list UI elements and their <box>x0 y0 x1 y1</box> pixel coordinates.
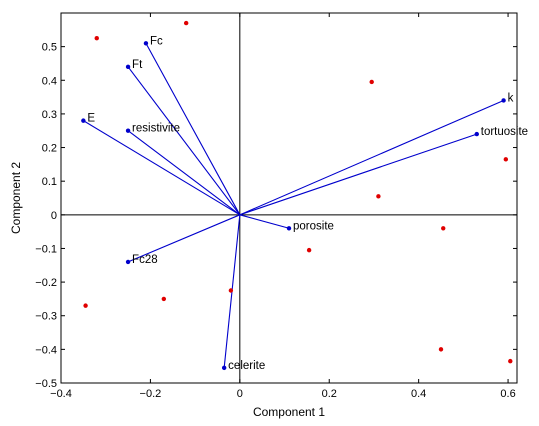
vector-label-celerite: celerite <box>228 360 265 372</box>
y-tick-label: 0 <box>51 210 57 222</box>
vector-E <box>83 120 241 216</box>
vector-label-resistivite: resistivite <box>132 123 180 135</box>
y-tick-label: −0.4 <box>35 344 57 356</box>
y-tick-label: 0.5 <box>42 42 57 54</box>
vector-label-Ft: Ft <box>132 59 143 71</box>
x-tick-label: −0.2 <box>140 388 162 400</box>
y-tick-label: −0.1 <box>35 243 57 255</box>
vector-label-porosite: porosite <box>293 220 334 232</box>
vector-Fc28 <box>127 214 241 263</box>
vector-tip-Fc <box>143 41 149 46</box>
y-tick-label: 0.1 <box>42 176 57 188</box>
vector-tip-Ft <box>125 64 131 70</box>
vector-porosite <box>239 214 290 229</box>
y-tick-label: −0.3 <box>35 311 57 323</box>
vector-tip-tortuosite <box>474 131 479 137</box>
observation-point <box>441 226 446 231</box>
y-tick-label: 0.2 <box>42 143 57 155</box>
x-tick-label: 0.2 <box>322 388 337 400</box>
observation-points <box>83 20 513 364</box>
vector-tip-celerite <box>221 365 227 371</box>
observation-point <box>228 288 234 293</box>
observation-point <box>369 79 374 85</box>
observation-point <box>503 157 509 162</box>
observation-point <box>376 194 381 199</box>
y-tick-label: 0.3 <box>42 109 57 121</box>
y-tick-label: −0.2 <box>35 277 57 289</box>
x-axis-label: Component 1 <box>253 405 325 419</box>
vector-tip-porosite <box>286 226 292 231</box>
vector-label-Fc28: Fc28 <box>132 254 158 266</box>
observation-point <box>83 303 88 308</box>
observation-point <box>306 247 312 253</box>
vector-tip-Fc28 <box>125 259 131 265</box>
observation-point <box>183 20 189 26</box>
x-tick-label: 0 <box>237 388 243 400</box>
y-axis-label: Component 2 <box>9 162 23 234</box>
vector-tip-resistivite <box>125 128 131 133</box>
axis-ticks: −0.4 −0.2 0 0.2 0.4 0.6 0.5 0.4 0.3 0.2 0.1 0 −0.1 −0… <box>35 13 517 400</box>
vector-Fc <box>145 43 241 216</box>
y-tick-label: −0.5 <box>35 378 57 390</box>
observation-point <box>508 358 513 364</box>
vector-label-E: E <box>87 113 95 125</box>
vector-label-Fc: Fc <box>150 35 163 47</box>
x-tick-label: 0.4 <box>411 388 426 400</box>
vector-Ft <box>127 66 241 216</box>
observation-point <box>94 36 99 41</box>
vector-tip-k <box>501 98 506 103</box>
x-tick-label: 0.6 <box>500 388 515 400</box>
vector-label-k: k <box>508 92 514 104</box>
vector-k <box>239 99 504 216</box>
observation-point <box>438 347 444 352</box>
x-tick-label: −0.4 <box>50 388 72 400</box>
vector-tortuosite <box>239 133 477 216</box>
vector-label-tortuosite: tortuosite <box>481 126 528 138</box>
vector-resistivite <box>127 130 241 216</box>
observation-point <box>161 296 167 302</box>
plot-frame <box>60 12 518 384</box>
vector-tip-E <box>81 118 86 123</box>
y-tick-label: 0.4 <box>42 75 57 87</box>
